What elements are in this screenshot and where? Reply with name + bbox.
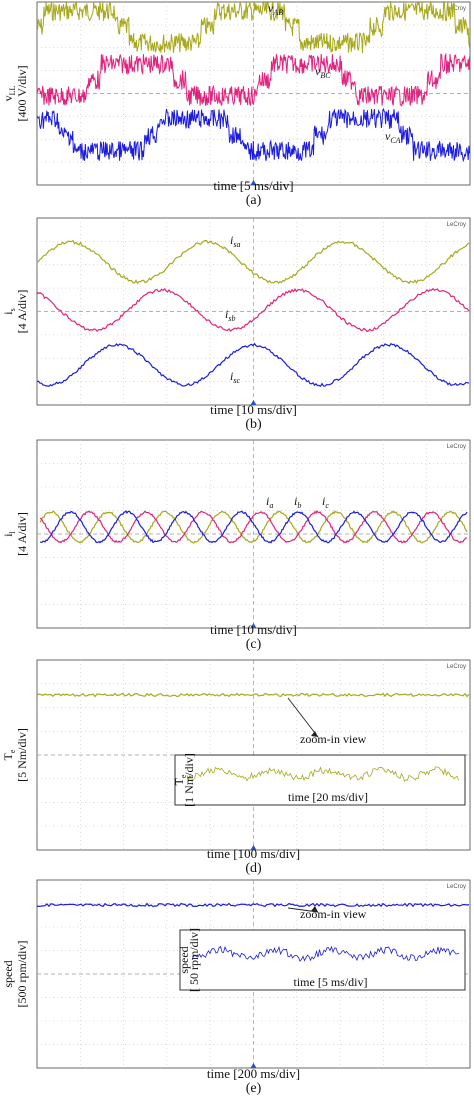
waveform	[36, 287, 470, 333]
label-symbol: i	[230, 233, 233, 247]
label-symbol: i	[294, 494, 297, 508]
inset-y-unit: [1 Nm/div]	[182, 753, 196, 807]
label-symbol: i	[1, 311, 15, 315]
caption: (c)	[246, 637, 262, 652]
time-label: time [100 ms/div]	[207, 846, 300, 861]
waveform	[36, 0, 471, 53]
y-unit: [400 V/div]	[15, 65, 29, 121]
label: ia	[266, 494, 273, 510]
label: speed	[1, 960, 15, 987]
label-symbol: v	[385, 129, 391, 143]
lecroy-logo: LeCroy	[447, 884, 466, 890]
label-subscript: sc	[233, 376, 240, 385]
label-subscript: LL	[8, 86, 17, 96]
label-subscript: b	[297, 501, 301, 510]
inset-box	[174, 754, 466, 806]
zoom-label: zoom-in view	[300, 907, 367, 921]
label: Te	[172, 774, 188, 785]
trigger-marker	[250, 845, 257, 850]
label-symbol: i	[230, 369, 233, 383]
waveform	[191, 945, 460, 962]
label-subscript: CA	[390, 136, 400, 145]
label: is	[1, 308, 17, 314]
label-symbol: T	[172, 777, 186, 785]
lecroy-logo: LeCroy	[447, 222, 466, 228]
zoom-arrow	[287, 697, 319, 738]
lecroy-logo: LeCroy	[447, 6, 466, 12]
trigger-marker	[250, 180, 257, 185]
label-subscript: s	[8, 308, 17, 311]
label-subscript: BC	[320, 71, 331, 80]
label-symbol: v	[315, 64, 321, 78]
label-symbol: v	[268, 1, 274, 15]
label-subscript: e	[8, 749, 17, 753]
time-label: time [10 ms/div]	[210, 622, 297, 637]
label-symbol: speed	[177, 946, 191, 973]
waveform	[36, 239, 470, 285]
waveform	[39, 510, 468, 544]
zoom-arrowhead	[311, 906, 318, 912]
label-symbol: T	[1, 752, 15, 760]
label: vLL	[1, 86, 17, 102]
caption: (a)	[246, 193, 262, 208]
zoom-arrowhead	[311, 731, 318, 737]
caption: (d)	[245, 861, 262, 876]
trigger-marker	[250, 1063, 257, 1068]
label: isa	[230, 233, 240, 249]
waveform	[186, 766, 459, 782]
label-subscript: c	[325, 501, 329, 510]
y-unit: [500 rpm/div]	[15, 941, 29, 1008]
y-unit: [4 A/div]	[15, 290, 29, 334]
label-symbol: speed	[1, 960, 15, 987]
caption: (e)	[246, 1081, 262, 1096]
waveform	[39, 510, 468, 544]
label-subscript: sb	[228, 314, 235, 323]
label-subscript: e	[179, 774, 188, 778]
waveform	[36, 52, 471, 107]
lecroy-logo: LeCroy	[447, 444, 466, 450]
caption: (b)	[245, 417, 262, 432]
label: isc	[230, 369, 240, 385]
zoom-label: zoom-in view	[300, 732, 367, 746]
label: vBC	[315, 64, 331, 80]
label: vAB	[268, 1, 283, 17]
label-subscript: AB	[272, 8, 283, 17]
waveform	[36, 692, 470, 698]
label-subscript: a	[269, 501, 273, 510]
label: ic	[322, 494, 329, 510]
label-subscript: l	[8, 530, 17, 533]
inset-time-label: time [20 ms/div]	[288, 790, 368, 804]
trigger-marker	[250, 623, 257, 628]
y-unit: [4 A/div]	[15, 512, 29, 556]
lecroy-logo: LeCroy	[447, 664, 466, 670]
inset-y-unit: [ 50 rpm/div]	[187, 928, 201, 992]
label: ib	[294, 494, 301, 510]
trigger-marker	[250, 400, 257, 405]
label-symbol: i	[1, 533, 15, 537]
label: vCA	[385, 129, 401, 145]
label-symbol: v	[1, 95, 15, 101]
waveform	[36, 902, 470, 908]
label: speed	[177, 946, 191, 973]
y-unit: [5 Nm/div]	[15, 728, 29, 782]
label: isb	[225, 307, 235, 323]
time-label: time [200 ms/div]	[207, 1066, 300, 1081]
inset-time-label: time [5 ms/div]	[294, 975, 368, 989]
label-subscript: sa	[233, 240, 240, 249]
label: il	[1, 530, 17, 536]
waveform	[39, 509, 468, 544]
label: Te	[1, 749, 17, 760]
label-symbol: i	[266, 494, 269, 508]
label-symbol: i	[322, 494, 325, 508]
time-label: time [5 ms/div]	[213, 178, 293, 193]
zoom-arrow	[287, 907, 319, 913]
waveform	[36, 107, 471, 163]
waveform	[36, 342, 470, 388]
label-symbol: i	[225, 307, 228, 321]
time-label: time [10 ms/div]	[210, 402, 297, 417]
